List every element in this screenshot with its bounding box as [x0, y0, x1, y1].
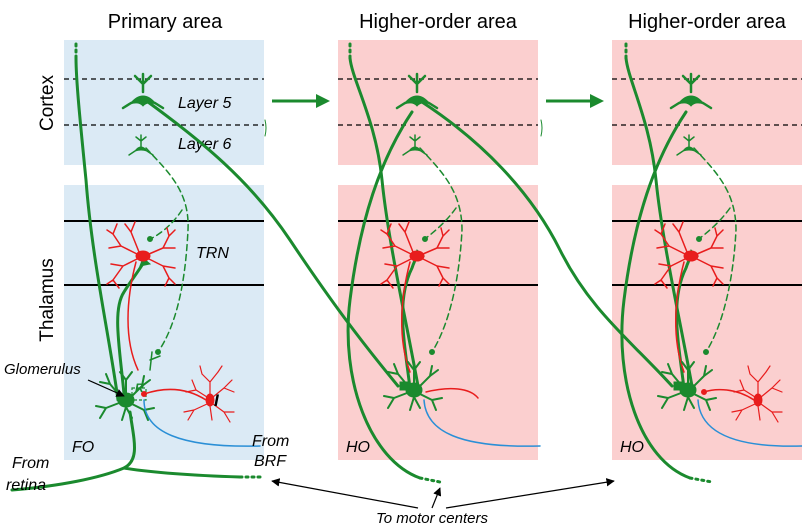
tick-mark: [540, 119, 543, 137]
nucleus-label-higher-2: HO: [620, 439, 644, 456]
column-title-primary: Primary area: [108, 11, 223, 33]
row-label-thalamus: Thalamus: [37, 258, 58, 341]
glomerulus-label: Glomerulus: [4, 361, 81, 378]
column-title-higher-2: Higher-order area: [628, 11, 787, 33]
higher2-circuit: [620, 42, 802, 484]
motor-centers-label: To motor centers: [376, 510, 488, 527]
primary-thalamus-panel: [64, 185, 264, 460]
higher2-cortex-panel: [612, 40, 802, 165]
higher1-cortex-panel: [338, 40, 538, 165]
higher2-thalamus-panel: [612, 185, 802, 460]
row-label-cortex: Cortex: [37, 75, 58, 131]
higher1-circuit: [346, 42, 674, 484]
glomerulus-mark: R: [135, 381, 144, 395]
panel-higher-2: [612, 40, 802, 460]
tick-mark: [264, 119, 267, 137]
higher1-thalamus-panel: [338, 185, 538, 460]
cortical-flow-arrow-2: [546, 94, 604, 108]
from-retina-label-line2: retina: [6, 477, 46, 494]
motor-arrows: [271, 478, 615, 509]
cortical-flow-arrow-1: [272, 94, 330, 108]
primary-cortex-panel: [64, 40, 264, 165]
from-brf-label-line2: BRF: [254, 453, 287, 470]
trn-boundaries: [64, 220, 802, 286]
interneuron-mark: I: [214, 391, 220, 410]
layer5-label: Layer 5: [178, 95, 231, 112]
trn-label: TRN: [196, 245, 229, 262]
from-retina-label-line1: From: [12, 455, 49, 472]
glomerulus-pointer: [87, 379, 125, 397]
column-title-higher-1: Higher-order area: [359, 11, 518, 33]
panel-primary: [64, 40, 264, 460]
primary-circuit: [10, 42, 400, 492]
panel-higher-1: [338, 40, 538, 460]
from-brf-label-line1: From: [252, 433, 289, 450]
nucleus-label-primary: FO: [72, 439, 94, 456]
nucleus-label-higher-1: HO: [346, 439, 370, 456]
layer-boundaries: [64, 78, 802, 126]
